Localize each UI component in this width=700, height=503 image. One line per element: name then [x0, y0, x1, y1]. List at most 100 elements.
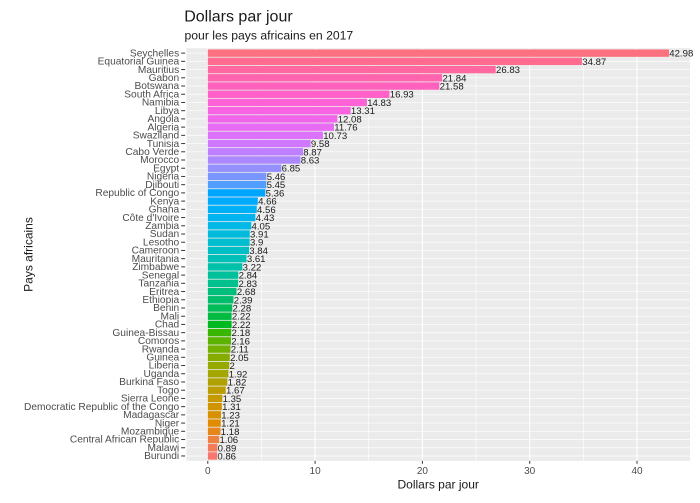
svg-text:Burundi: Burundi: [144, 451, 179, 462]
svg-text:0.86: 0.86: [217, 451, 236, 462]
svg-text:10: 10: [310, 466, 322, 477]
svg-text:Dollars par jour: Dollars par jour: [184, 8, 293, 25]
svg-text:Angola: Angola: [147, 114, 179, 125]
svg-text:3.91: 3.91: [250, 230, 269, 241]
svg-text:21.58: 21.58: [440, 82, 464, 93]
svg-text:Mauritania: Mauritania: [132, 254, 180, 265]
svg-text:8.87: 8.87: [303, 147, 322, 158]
svg-text:Kenya: Kenya: [150, 196, 179, 207]
svg-text:Ethiopia: Ethiopia: [142, 295, 179, 306]
svg-text:13.31: 13.31: [351, 106, 375, 117]
svg-text:Ghana: Ghana: [149, 205, 180, 216]
svg-text:2.68: 2.68: [237, 287, 256, 298]
svg-text:1.21: 1.21: [221, 419, 240, 430]
svg-text:42.98: 42.98: [669, 49, 693, 60]
svg-text:Egypt: Egypt: [153, 163, 179, 174]
svg-text:4.66: 4.66: [258, 197, 277, 208]
svg-text:Benin: Benin: [153, 303, 179, 314]
svg-text:Libya: Libya: [155, 106, 180, 117]
svg-text:Comoros: Comoros: [138, 336, 179, 347]
svg-text:2.22: 2.22: [232, 312, 251, 323]
svg-text:0.89: 0.89: [218, 443, 237, 454]
svg-text:2.05: 2.05: [230, 353, 249, 364]
svg-text:Niger: Niger: [155, 418, 180, 429]
svg-text:Sierra Leone: Sierra Leone: [121, 394, 180, 405]
svg-text:2.18: 2.18: [231, 328, 250, 339]
svg-text:4.56: 4.56: [257, 205, 276, 216]
svg-text:40: 40: [631, 466, 643, 477]
svg-text:Central African Republic: Central African Republic: [70, 435, 179, 446]
svg-text:1.92: 1.92: [229, 369, 248, 380]
svg-text:Togo: Togo: [157, 385, 179, 396]
svg-text:Equatorial Guinea: Equatorial Guinea: [98, 57, 180, 68]
svg-text:Democratic Republic of the Con: Democratic Republic of the Congo: [24, 402, 179, 413]
svg-text:16.93: 16.93: [390, 90, 414, 101]
svg-text:3.84: 3.84: [249, 246, 268, 257]
svg-text:Botswana: Botswana: [134, 81, 179, 92]
svg-text:Nigeria: Nigeria: [147, 172, 180, 183]
svg-text:6.85: 6.85: [282, 164, 301, 175]
svg-text:Algeria: Algeria: [147, 122, 179, 133]
svg-text:5.45: 5.45: [267, 180, 286, 191]
svg-text:Mozambique: Mozambique: [121, 427, 180, 438]
svg-text:11.76: 11.76: [334, 123, 357, 134]
svg-text:1.67: 1.67: [226, 386, 245, 397]
svg-text:10.73: 10.73: [323, 131, 347, 142]
svg-text:Rwanda: Rwanda: [142, 344, 180, 355]
svg-text:Zambia: Zambia: [145, 221, 179, 232]
svg-text:4.43: 4.43: [256, 213, 275, 224]
svg-text:Madagascar: Madagascar: [123, 410, 180, 421]
svg-text:Zimbabwe: Zimbabwe: [132, 262, 179, 273]
svg-text:2.22: 2.22: [232, 320, 251, 331]
svg-text:Seychelles: Seychelles: [130, 48, 179, 59]
svg-text:1.35: 1.35: [223, 394, 242, 405]
svg-text:pour les pays africains en 201: pour les pays africains en 2017: [185, 28, 354, 42]
svg-text:Cameroon: Cameroon: [132, 246, 180, 257]
svg-text:1.82: 1.82: [228, 377, 247, 388]
svg-text:Cabo Verde: Cabo Verde: [125, 147, 179, 158]
svg-text:3.22: 3.22: [243, 262, 262, 273]
svg-text:Guinea: Guinea: [146, 353, 179, 364]
svg-text:14.83: 14.83: [367, 98, 391, 109]
svg-text:Eritrea: Eritrea: [149, 287, 179, 298]
svg-text:Guinea-Bissau: Guinea-Bissau: [112, 328, 179, 339]
svg-text:South Africa: South Africa: [124, 89, 179, 100]
svg-text:34.87: 34.87: [582, 57, 606, 68]
svg-text:Chad: Chad: [155, 320, 180, 331]
svg-text:Gabon: Gabon: [149, 73, 180, 84]
svg-text:0: 0: [205, 466, 211, 477]
svg-text:12.08: 12.08: [338, 114, 362, 125]
svg-text:2.11: 2.11: [231, 345, 249, 356]
svg-text:2.83: 2.83: [238, 279, 257, 290]
svg-text:9.58: 9.58: [311, 139, 330, 150]
svg-text:2.28: 2.28: [233, 303, 252, 314]
svg-text:Djibouti: Djibouti: [145, 180, 179, 191]
svg-text:Mauritius: Mauritius: [138, 65, 179, 76]
svg-text:Morocco: Morocco: [140, 155, 179, 166]
svg-text:3.9: 3.9: [250, 238, 263, 249]
svg-text:Senegal: Senegal: [142, 270, 179, 281]
svg-text:2.16: 2.16: [231, 336, 250, 347]
svg-text:Tanzania: Tanzania: [138, 279, 179, 290]
svg-text:3.61: 3.61: [247, 254, 266, 265]
svg-text:Sudan: Sudan: [150, 229, 179, 240]
svg-text:Uganda: Uganda: [144, 369, 180, 380]
svg-text:1.18: 1.18: [221, 427, 240, 438]
svg-text:26.83: 26.83: [496, 65, 520, 76]
svg-text:Burkina Faso: Burkina Faso: [119, 377, 179, 388]
svg-text:Pays africains: Pays africains: [22, 217, 36, 292]
svg-text:1.31: 1.31: [222, 402, 241, 413]
svg-text:1.23: 1.23: [221, 410, 240, 421]
svg-text:2.39: 2.39: [234, 295, 253, 306]
svg-text:Mali: Mali: [161, 311, 180, 322]
svg-text:Lesotho: Lesotho: [143, 237, 180, 248]
svg-text:Dollars par jour: Dollars par jour: [398, 478, 479, 492]
svg-text:1.06: 1.06: [219, 435, 238, 446]
svg-text:Malawi: Malawi: [147, 443, 179, 454]
svg-text:Republic of Congo: Republic of Congo: [95, 188, 179, 199]
svg-text:Namibia: Namibia: [142, 98, 180, 109]
svg-text:2.84: 2.84: [239, 271, 258, 282]
svg-text:21.84: 21.84: [442, 73, 467, 84]
svg-text:2: 2: [230, 361, 235, 372]
svg-text:4.05: 4.05: [252, 221, 271, 232]
